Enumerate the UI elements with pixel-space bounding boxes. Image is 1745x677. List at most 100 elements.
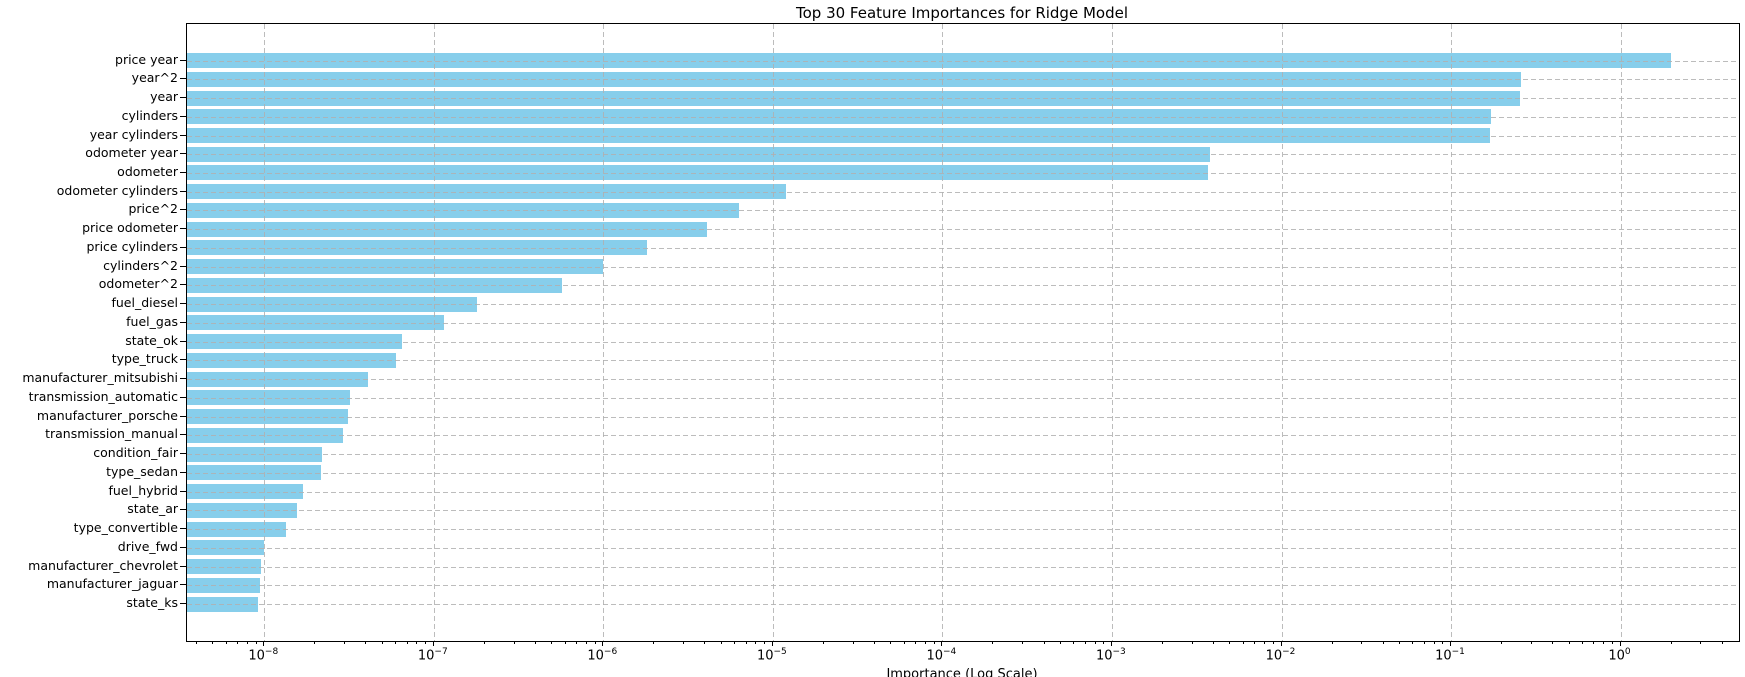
x-tick-minor (683, 641, 685, 644)
x-tick-minor (903, 641, 905, 644)
y-tick-label: cylinders (121, 107, 178, 123)
x-tick-minor (534, 641, 536, 644)
y-tick (180, 246, 186, 248)
gridline-horizontal (187, 172, 1739, 174)
gridline-vertical (942, 24, 944, 641)
x-tick-minor (1103, 641, 1105, 644)
x-tick-minor (1043, 641, 1045, 644)
y-tick (180, 453, 186, 454)
y-tick-label: manufacturer_jaguar (46, 576, 178, 592)
x-tick-minor (513, 641, 515, 644)
y-tick-label: year cylinders (89, 126, 178, 142)
x-tick-major (1280, 641, 1282, 646)
x-tick-minor (822, 641, 824, 644)
x-tick-minor (1581, 641, 1583, 644)
x-tick-major (1619, 641, 1621, 646)
gridline-horizontal (187, 435, 1739, 437)
y-tick-label: drive_fwd (117, 538, 178, 554)
x-tick-label: 10−4 (926, 647, 957, 664)
chart-title: Top 30 Feature Importances for Ridge Mod… (796, 4, 1128, 22)
gridline-horizontal (187, 210, 1739, 212)
gridline-horizontal (187, 229, 1739, 231)
x-tick-minor (416, 641, 418, 644)
x-tick-minor (381, 641, 383, 644)
x-tick-minor (890, 641, 892, 644)
y-tick-label: cylinders^2 (103, 257, 178, 273)
x-tick-minor (873, 641, 875, 644)
y-tick (180, 228, 186, 230)
gridline-vertical (1111, 24, 1113, 641)
x-tick-major (1110, 641, 1112, 646)
x-tick-minor (1552, 641, 1553, 644)
gridline-horizontal (187, 454, 1739, 455)
x-tick-minor (1670, 641, 1672, 644)
gridline-vertical (603, 24, 605, 641)
y-tick (180, 490, 186, 492)
y-tick (180, 546, 186, 548)
x-tick-minor (1593, 641, 1595, 644)
gridline-horizontal (187, 247, 1739, 249)
y-tick-label: manufacturer_porsche (36, 407, 178, 423)
gridline-horizontal (187, 529, 1739, 530)
y-tick-label: manufacturer_mitsubishi (22, 370, 178, 386)
x-tick-minor (1398, 641, 1400, 644)
x-tick-minor (653, 641, 655, 644)
y-tick-label: year (150, 89, 178, 104)
x-tick-minor (344, 641, 346, 644)
x-tick-minor (314, 641, 316, 644)
x-tick-minor (212, 641, 214, 644)
gridline-vertical (772, 24, 774, 641)
x-tick-minor (425, 641, 427, 644)
x-tick-label: 100 (1608, 647, 1631, 664)
x-tick-minor (764, 641, 766, 644)
y-tick (180, 340, 186, 342)
x-tick-minor (704, 641, 706, 644)
x-tick-minor (734, 641, 736, 644)
x-tick-minor (1073, 641, 1075, 644)
y-tick (180, 303, 186, 305)
gridline-horizontal (187, 135, 1739, 137)
y-tick-label: odometer (117, 163, 178, 179)
gridline-horizontal (187, 191, 1739, 193)
x-tick-label: 10−6 (587, 647, 618, 664)
gridline-horizontal (187, 547, 1739, 549)
gridline-horizontal (187, 322, 1739, 324)
y-tick (180, 584, 186, 586)
y-tick (180, 434, 186, 436)
y-tick-label: price year (115, 51, 178, 67)
x-tick-minor (1229, 641, 1231, 644)
plot-area (186, 23, 1740, 642)
y-tick-label: fuel_gas (126, 313, 178, 329)
gridline-horizontal (187, 341, 1739, 343)
x-tick-minor (1568, 641, 1570, 644)
x-tick-label: 10−7 (417, 647, 448, 664)
y-tick (180, 265, 186, 267)
gridline-horizontal (187, 285, 1739, 287)
y-tick-label: odometer^2 (98, 276, 178, 292)
y-tick (180, 528, 186, 529)
x-tick-minor (255, 641, 257, 644)
gridline-horizontal (187, 60, 1739, 62)
gridline-horizontal (187, 416, 1739, 418)
x-tick-major (771, 641, 773, 646)
y-tick-label: price odometer (82, 220, 178, 236)
y-tick (180, 209, 186, 211)
x-tick-label: 10−2 (1265, 647, 1296, 664)
y-tick-label: type_truck (111, 351, 178, 367)
gridline-horizontal (187, 379, 1739, 381)
y-tick (180, 115, 186, 117)
y-tick (180, 171, 186, 173)
gridline-horizontal (187, 510, 1739, 512)
x-tick-minor (1162, 641, 1163, 644)
y-tick (180, 321, 186, 323)
x-tick-minor (1442, 641, 1444, 644)
gridline-horizontal (187, 79, 1739, 81)
y-tick-label: state_ok (125, 332, 178, 348)
x-tick-minor (237, 641, 238, 644)
y-tick (180, 603, 186, 604)
x-tick-minor (852, 641, 854, 644)
gridline-vertical (1451, 24, 1452, 641)
y-tick (180, 359, 186, 361)
x-tick-minor (1022, 641, 1024, 644)
